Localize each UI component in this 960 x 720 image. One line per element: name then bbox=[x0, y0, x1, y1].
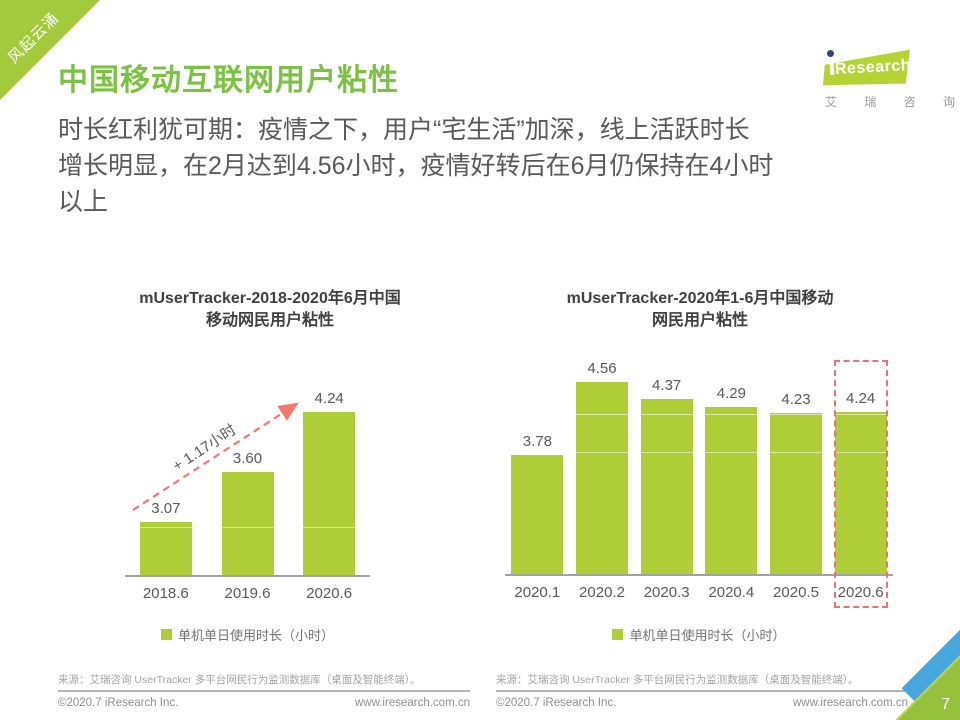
bar-2018.6 bbox=[139, 522, 192, 575]
x-axis-label: 2020.6 bbox=[837, 584, 884, 601]
x-axis-label: 2020.2 bbox=[579, 584, 625, 601]
value-label: 3.60 bbox=[232, 450, 263, 467]
legend-label: 单机单日使用时长（小时） bbox=[629, 628, 786, 643]
bar-2020.1 bbox=[511, 455, 564, 574]
source-note: 来源：艾瑞咨询 UserTracker 多平台网民行为监测数据库（桌面及智能终端… bbox=[58, 674, 421, 686]
growth-arrow: + 1.17小时 bbox=[132, 402, 299, 511]
source-note: 来源：艾瑞咨询 UserTracker 多平台网民行为监测数据库（桌面及智能终端… bbox=[496, 674, 859, 686]
gridline bbox=[125, 527, 370, 529]
value-label: 4.23 bbox=[781, 391, 811, 408]
x-axis-label: 2020.5 bbox=[773, 584, 819, 601]
value-label: 4.56 bbox=[587, 360, 617, 377]
value-label: 3.07 bbox=[151, 500, 181, 517]
chart-right-legend: 单机单日使用时长（小时） bbox=[505, 625, 893, 644]
chart-right: mUserTracker-2020年1-6月中国移动 网民用户粘性 3.78 20… bbox=[480, 285, 920, 660]
bar-2020.4 bbox=[705, 407, 758, 574]
footer-right: 来源：艾瑞咨询 UserTracker 多平台网民行为监测数据库（桌面及智能终端… bbox=[496, 672, 908, 709]
x-axis-label: 2018.6 bbox=[142, 585, 189, 602]
logo-i-dot bbox=[827, 50, 834, 57]
copyright-text: ©2020.7 iResearch Inc. bbox=[496, 697, 617, 709]
value-label: 4.24 bbox=[314, 390, 344, 407]
bar-2020.6 bbox=[303, 412, 356, 575]
value-label: 4.29 bbox=[716, 385, 746, 402]
footer-left: 来源：艾瑞咨询 UserTracker 多平台网民行为监测数据库（桌面及智能终端… bbox=[58, 672, 470, 709]
bar-2020.5 bbox=[770, 413, 822, 574]
page-number: 7 bbox=[941, 696, 950, 713]
copyright-text: ©2020.7 iResearch Inc. bbox=[58, 697, 179, 709]
chart-left-legend: 单机单日使用时长（小时） bbox=[125, 625, 370, 644]
chart-left: mUserTracker-2018-2020年6月中国 移动网民用户粘性 + 1… bbox=[60, 285, 480, 660]
logo-i-stem bbox=[829, 61, 835, 76]
page-title: 中国移动互联网用户粘性 bbox=[58, 64, 399, 97]
value-label: 3.78 bbox=[522, 433, 552, 450]
chart-left-plot: + 1.17小时 3.07 2018.6 3.60 2019.6 4.24 2020.6 bbox=[125, 360, 370, 602]
x-axis-label: 2020.4 bbox=[708, 584, 755, 601]
chart-right-title: mUserTracker-2020年1-6月中国移动 网民用户粘性 bbox=[566, 290, 834, 329]
chart-right-plot: 3.78 2020.1 4.56 2020.2 4.37 2020.3 4.29 2020.4… bbox=[505, 350, 893, 608]
bar-2019.6 bbox=[221, 472, 274, 575]
legend-label: 单机单日使用时长（小时） bbox=[177, 628, 334, 643]
logo-chinese-name: 艾 瑞 咨 询 bbox=[825, 95, 960, 109]
footer-divider bbox=[496, 690, 908, 692]
footer-divider bbox=[58, 690, 470, 692]
website-text: www.iresearch.com.cn bbox=[792, 697, 908, 709]
website-text: www.iresearch.com.cn bbox=[354, 697, 470, 709]
growth-arrow-line bbox=[132, 402, 299, 511]
bar-2020.6 bbox=[834, 412, 887, 574]
x-axis-label: 2020.6 bbox=[306, 585, 353, 602]
iresearch-logo: Research 艾 瑞 咨 询 bbox=[818, 45, 955, 115]
page-subtitle: 时长红利犹可期：疫情之下，用户“宅生活”加深，线上活跃时长 增长明显，在2月达到… bbox=[58, 116, 774, 216]
highlight-box-2020.6 bbox=[833, 360, 888, 608]
bar-2020.2 bbox=[576, 382, 628, 574]
x-axis-label: 2020.1 bbox=[514, 584, 561, 601]
bar-2020.3 bbox=[640, 399, 693, 574]
legend-swatch-icon bbox=[612, 629, 624, 640]
gridline bbox=[505, 414, 893, 416]
x-axis-label: 2019.6 bbox=[224, 585, 271, 602]
chart-left-title: mUserTracker-2018-2020年6月中国 移动网民用户粘性 bbox=[139, 290, 401, 329]
value-label: 4.24 bbox=[846, 390, 876, 407]
x-axis-label: 2020.3 bbox=[643, 584, 690, 601]
gridline bbox=[505, 451, 893, 453]
value-label: 4.37 bbox=[652, 377, 682, 394]
legend-swatch-icon bbox=[160, 629, 172, 640]
